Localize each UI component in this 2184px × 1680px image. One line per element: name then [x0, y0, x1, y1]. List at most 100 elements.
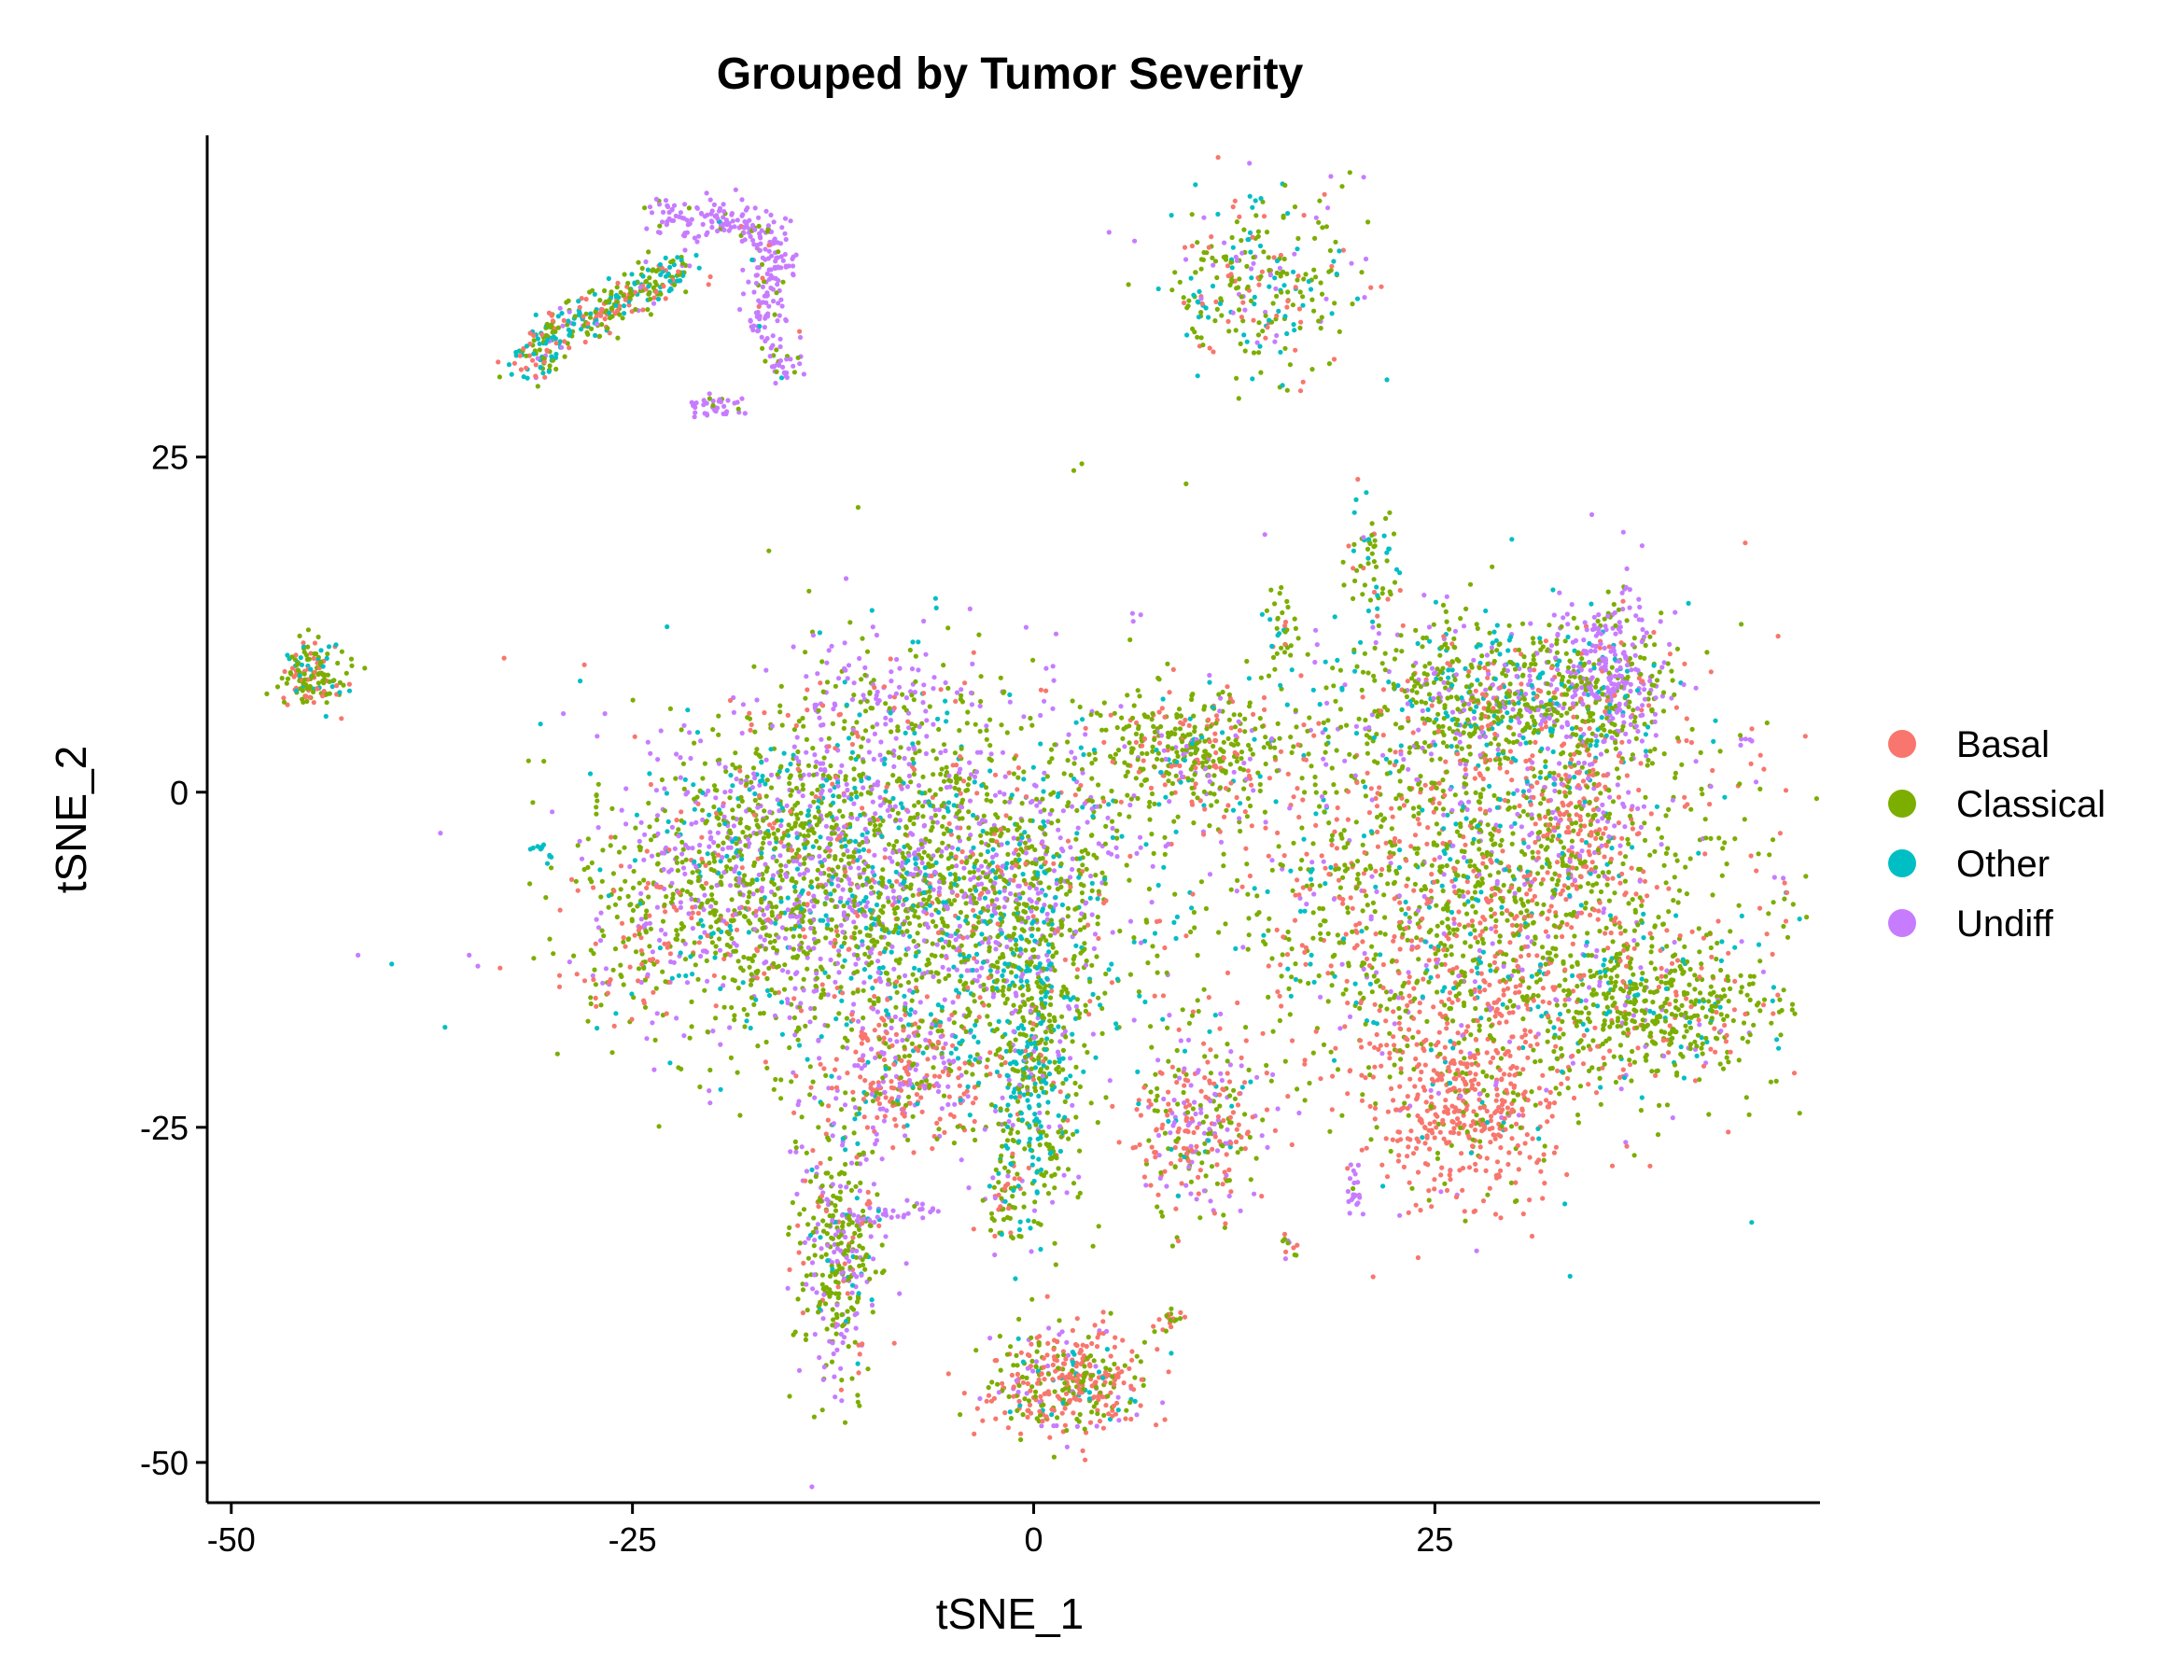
data-point-basal — [1247, 873, 1253, 879]
data-point-undiff — [1420, 745, 1425, 751]
data-point-basal — [1551, 1150, 1557, 1155]
data-point-basal — [1261, 214, 1267, 219]
data-point-classical — [978, 833, 984, 838]
data-point-classical — [1313, 274, 1319, 280]
data-point-classical — [1280, 862, 1285, 869]
data-point-undiff — [779, 925, 786, 931]
data-point-classical — [1636, 866, 1642, 873]
data-point-classical — [1367, 735, 1373, 740]
data-point-other — [1027, 1104, 1032, 1110]
data-point-other — [953, 1034, 959, 1040]
data-point-classical — [1427, 661, 1433, 666]
data-point-basal — [1620, 979, 1626, 985]
data-point-classical — [898, 983, 903, 988]
data-point-classical — [1565, 1085, 1571, 1091]
data-point-classical — [800, 782, 805, 788]
data-point-basal — [1152, 993, 1157, 999]
data-point-other — [1323, 881, 1328, 887]
data-point-classical — [1290, 302, 1295, 308]
data-point-basal — [1472, 987, 1477, 992]
data-point-classical — [717, 936, 722, 942]
data-point-undiff — [1622, 1002, 1628, 1008]
data-point-classical — [1426, 979, 1432, 985]
data-point-classical — [1422, 749, 1428, 754]
data-point-classical — [813, 763, 819, 770]
data-point-classical — [1073, 1091, 1079, 1098]
data-point-classical — [1333, 866, 1338, 873]
data-point-classical — [1166, 778, 1171, 784]
data-point-basal — [1384, 1174, 1391, 1180]
data-point-classical — [1288, 735, 1294, 740]
data-point-classical — [1080, 862, 1085, 868]
data-point-undiff — [1428, 751, 1434, 757]
data-point-classical — [1268, 587, 1274, 593]
data-point-classical — [1155, 756, 1160, 762]
data-point-other — [848, 796, 854, 802]
data-point-undiff — [888, 693, 893, 700]
data-point-other — [1771, 985, 1776, 990]
data-point-undiff — [682, 202, 688, 207]
data-point-undiff — [884, 1108, 889, 1113]
data-point-basal — [802, 934, 807, 940]
data-point-undiff — [1251, 788, 1256, 793]
data-point-classical — [769, 909, 775, 916]
data-point-classical — [876, 1036, 883, 1042]
data-point-classical — [827, 1273, 833, 1279]
data-point-undiff — [854, 1248, 860, 1253]
data-point-basal — [1453, 1194, 1460, 1200]
data-point-basal — [1469, 968, 1475, 973]
data-point-basal — [971, 650, 976, 655]
data-point-undiff — [1212, 1091, 1218, 1097]
data-point-basal — [1302, 1057, 1308, 1063]
data-point-undiff — [1438, 1189, 1444, 1195]
data-point-classical — [1702, 817, 1708, 822]
data-point-classical — [1102, 990, 1108, 996]
data-point-classical — [820, 1218, 826, 1224]
data-point-other — [1166, 1118, 1171, 1124]
data-point-classical — [842, 798, 847, 804]
data-point-basal — [1197, 1168, 1203, 1173]
data-point-undiff — [1342, 682, 1348, 688]
data-point-other — [1384, 377, 1390, 383]
data-point-classical — [842, 1420, 848, 1425]
data-point-basal — [1020, 1379, 1027, 1385]
data-point-classical — [1000, 1143, 1005, 1149]
data-point-classical — [1461, 953, 1466, 959]
data-point-undiff — [662, 786, 667, 791]
data-point-undiff — [1312, 659, 1318, 665]
data-point-other — [1654, 804, 1659, 809]
data-point-classical — [670, 891, 676, 897]
data-point-classical — [1309, 367, 1315, 372]
data-point-classical — [1490, 564, 1495, 569]
data-point-classical — [996, 1180, 1001, 1185]
data-point-classical — [859, 677, 864, 682]
data-point-undiff — [1070, 866, 1075, 873]
data-point-basal — [1431, 809, 1436, 815]
data-point-undiff — [638, 890, 644, 897]
data-point-basal — [842, 1261, 847, 1267]
data-point-undiff — [878, 979, 884, 985]
data-point-classical — [1334, 790, 1339, 795]
data-point-undiff — [1000, 749, 1006, 755]
data-point-classical — [930, 941, 935, 946]
data-point-basal — [689, 915, 694, 921]
data-point-other — [1289, 667, 1295, 673]
data-point-other — [597, 867, 603, 873]
data-point-classical — [1551, 923, 1557, 929]
data-point-classical — [807, 1064, 813, 1070]
data-point-undiff — [642, 832, 648, 837]
data-point-classical — [1240, 318, 1246, 324]
data-point-classical — [1589, 737, 1594, 744]
data-point-basal — [1018, 1350, 1024, 1355]
data-point-basal — [1464, 879, 1470, 885]
data-point-undiff — [853, 961, 859, 967]
data-point-classical — [1085, 851, 1091, 857]
data-point-classical — [792, 1329, 798, 1335]
data-point-basal — [1421, 976, 1426, 982]
data-point-basal — [1225, 318, 1231, 324]
data-point-undiff — [771, 219, 777, 225]
data-point-undiff — [797, 872, 803, 877]
data-point-basal — [1189, 1116, 1195, 1122]
data-point-classical — [585, 836, 591, 842]
data-point-classical — [1266, 994, 1271, 1000]
